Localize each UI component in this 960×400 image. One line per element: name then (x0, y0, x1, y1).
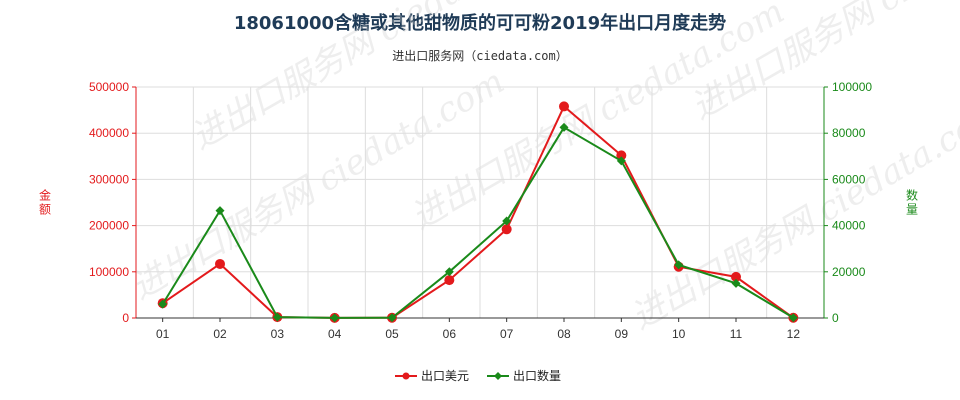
left-axis-title: 金 (39, 188, 51, 203)
legend-marker (494, 372, 502, 380)
right-axis-title: 量 (906, 203, 918, 217)
data-point-1 (731, 271, 741, 282)
data-point-2 (158, 299, 168, 309)
x-tick-label: 12 (787, 327, 801, 341)
right-tick-label: 0 (832, 311, 839, 325)
data-point-2 (674, 260, 684, 270)
x-tick-label: 11 (730, 327, 743, 341)
left-tick-label: 0 (122, 311, 129, 325)
right-axis-title: 数 (906, 188, 918, 203)
data-point-2 (502, 216, 512, 226)
axes (135, 87, 825, 319)
data-point-2 (444, 267, 454, 277)
right-tick-label: 20000 (832, 265, 866, 279)
right-tick-label: 40000 (832, 219, 866, 233)
x-tick-label: 04 (328, 327, 342, 341)
left-tick-label: 300000 (89, 172, 129, 186)
left-tick-label: 500000 (89, 80, 129, 94)
data-point-2 (272, 312, 282, 322)
right-tick-label: 80000 (832, 126, 866, 140)
right-tick-label: 100000 (832, 80, 872, 94)
right-tick-label: 60000 (832, 172, 866, 186)
series-layer (157, 101, 799, 323)
x-tick-label: 02 (213, 327, 227, 341)
data-point-2 (788, 313, 798, 323)
data-point-1 (559, 101, 569, 112)
series-line-2 (161, 126, 794, 319)
x-tick-label: 07 (500, 327, 514, 341)
data-point-2 (559, 122, 569, 132)
chart-subtitle: 进出口服务网（ciedata.com） (392, 49, 568, 63)
data-point-2 (731, 278, 741, 288)
x-tick-label: 01 (156, 327, 170, 341)
left-tick-label: 100000 (89, 265, 129, 279)
legend-label: 出口数量 (513, 368, 561, 383)
data-point-1 (215, 258, 225, 269)
x-tick-label: 03 (271, 327, 285, 341)
left-tick-label: 200000 (89, 219, 129, 233)
data-point-1 (444, 275, 455, 286)
data-point-2 (330, 313, 340, 323)
left-axis-title: 额 (39, 203, 51, 217)
x-tick-label: 05 (385, 327, 399, 341)
left-tick-label: 400000 (89, 126, 129, 140)
x-tick-label: 08 (557, 327, 571, 341)
data-point-2 (616, 156, 626, 166)
legend-marker (402, 372, 410, 380)
chart-title: 18061000含糖或其他甜物质的可可粉2019年出口月度走势 (233, 13, 727, 34)
data-point-1 (616, 150, 627, 161)
data-point-1 (501, 224, 512, 235)
legend-label: 出口美元 (421, 369, 469, 383)
x-tick-label: 10 (672, 327, 686, 341)
tick-labels: 0 100000 200000 300000 400000 500000 0 20000 400… (39, 80, 918, 341)
data-point-2 (215, 206, 225, 216)
x-tick-label: 06 (443, 327, 457, 341)
legend: 出口美元 出口数量 (395, 368, 561, 383)
x-tick-label: 09 (615, 327, 629, 341)
data-point-2 (387, 313, 397, 323)
